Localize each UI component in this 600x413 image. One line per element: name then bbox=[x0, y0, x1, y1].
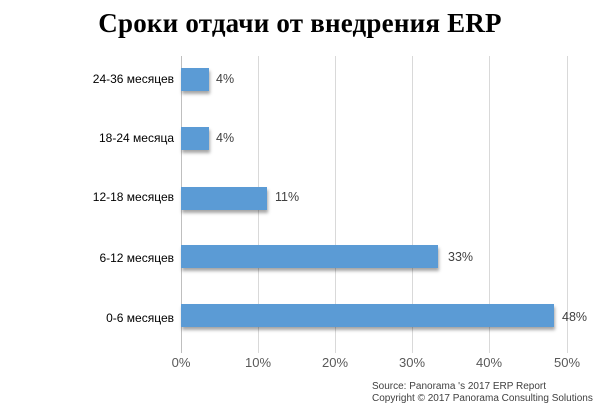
x-tick-label: 0% bbox=[171, 355, 191, 370]
x-tick-label: 20% bbox=[321, 355, 349, 370]
x-tick-label: 30% bbox=[398, 355, 426, 370]
bar-12-18 bbox=[181, 187, 267, 210]
value-label: 11% bbox=[275, 190, 300, 204]
bar-0-6 bbox=[181, 304, 554, 327]
gridline bbox=[489, 56, 490, 353]
value-label: 48% bbox=[562, 310, 588, 324]
x-tick-label: 10% bbox=[244, 355, 272, 370]
bar-6-12 bbox=[181, 245, 438, 268]
source-note: Source: Panorama 's 2017 ERP Report Copy… bbox=[372, 381, 593, 405]
category-label: 18-24 месяца bbox=[99, 131, 174, 145]
gridline bbox=[567, 56, 568, 353]
category-label: 24-36 месяцев bbox=[92, 72, 174, 86]
chart-title: Сроки отдачи от внедрения ERP bbox=[98, 8, 502, 38]
category-label: 12-18 месяцев bbox=[92, 190, 174, 204]
x-tick-label: 50% bbox=[553, 355, 581, 370]
value-label: 4% bbox=[216, 72, 235, 86]
category-label: 6-12 месяцев bbox=[99, 251, 174, 265]
bar-24-36 bbox=[181, 68, 209, 91]
value-label: 4% bbox=[216, 131, 235, 145]
bar-18-24 bbox=[181, 127, 209, 150]
x-tick-label: 40% bbox=[475, 355, 503, 370]
category-label: 0-6 месяцев bbox=[106, 311, 174, 325]
value-label: 33% bbox=[448, 250, 474, 264]
gridline bbox=[412, 56, 413, 353]
gridline bbox=[335, 56, 336, 353]
copyright-line: Copyright © 2017 Panorama Consulting Sol… bbox=[372, 393, 593, 404]
source-line: Source: Panorama 's 2017 ERP Report bbox=[372, 381, 547, 392]
